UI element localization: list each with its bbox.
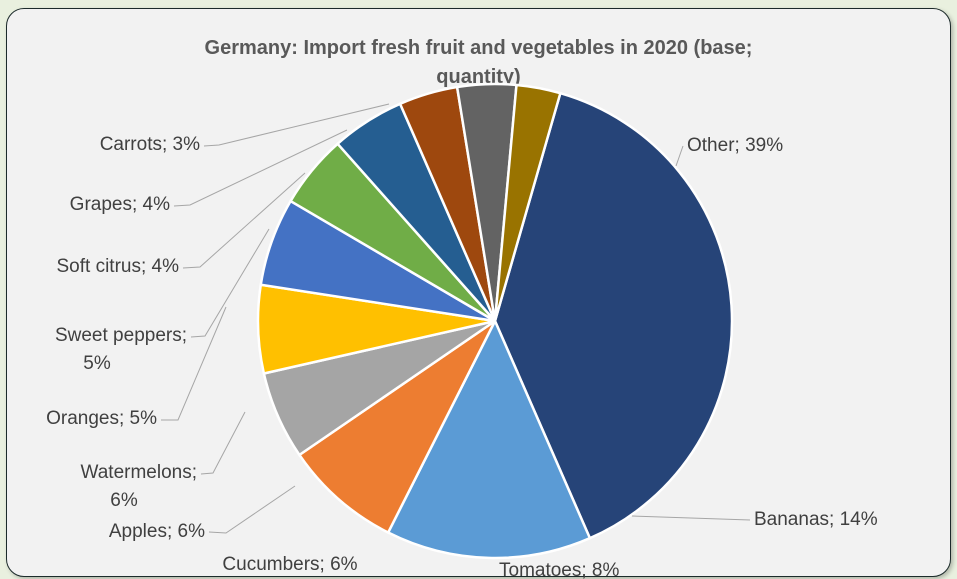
data-label-oranges: Oranges; 5% bbox=[46, 408, 157, 429]
leader-line-apples bbox=[208, 485, 296, 534]
pie-slice-other bbox=[493, 91, 734, 540]
data-label-tomatoes: Tomatoes; 8% bbox=[499, 560, 619, 579]
data-label-cucumbers: Cucumbers; 6% bbox=[222, 554, 357, 575]
pie-slice-bananas bbox=[386, 318, 592, 560]
chart-title-line-1: Germany: Import fresh fruit and vegetabl… bbox=[204, 37, 753, 59]
data-label-grapes: Grapes; 4% bbox=[70, 194, 170, 215]
data-label-apples: Apples; 6% bbox=[109, 521, 205, 542]
leader-line-watermelons bbox=[200, 411, 246, 475]
leader-line-grapes bbox=[173, 129, 348, 207]
leader-line-soft-citrus bbox=[182, 172, 306, 269]
pie-slice-tomatoes bbox=[297, 319, 497, 535]
leader-line-oranges bbox=[161, 306, 227, 421]
data-label-sweet-peppers-line-2: 5% bbox=[83, 353, 111, 374]
data-label-other: Other; 39% bbox=[687, 135, 783, 156]
chart-title: Germany: Import fresh fruit and vegetabl… bbox=[7, 34, 950, 92]
data-label-soft-citrus: Soft citrus; 4% bbox=[57, 256, 180, 277]
pie-slices bbox=[256, 82, 734, 560]
leader-line-sweet-peppers bbox=[190, 228, 270, 338]
pie-slice-carrots bbox=[493, 83, 562, 322]
data-label-carrots: Carrots; 3% bbox=[100, 134, 200, 155]
data-label-watermelons-line-1: Watermelons; bbox=[81, 462, 198, 483]
leader-line-bananas bbox=[631, 515, 751, 521]
pie-labels: Other; 39% Bananas; 14% Tomatoes; 8% Cucumb… bbox=[46, 103, 878, 579]
leader-line-other bbox=[675, 145, 684, 167]
data-label-sweet-peppers-line-1: Sweet peppers; bbox=[55, 325, 187, 346]
leader-line-carrots bbox=[203, 103, 390, 147]
data-label-bananas: Bananas; 14% bbox=[754, 509, 878, 530]
data-label-watermelons-line-2: 6% bbox=[110, 490, 138, 511]
chart-title-line-2: quantity) bbox=[436, 66, 521, 88]
